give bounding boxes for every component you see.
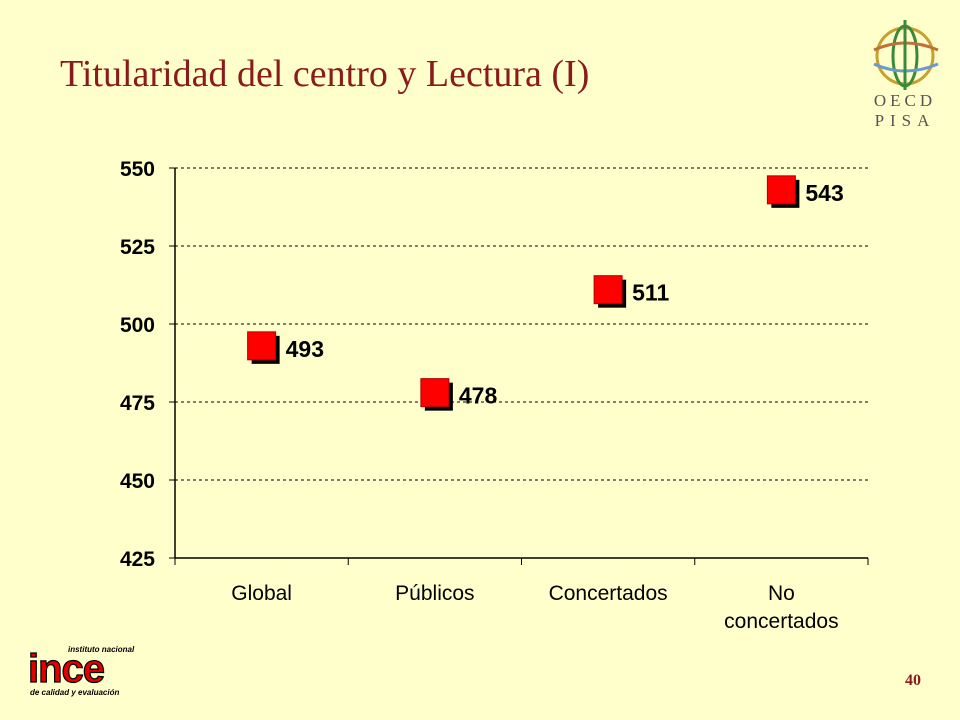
oecd-pisa-logo: OECD PISA <box>873 20 939 130</box>
data-point <box>247 331 277 361</box>
y-tick-label: 450 <box>120 470 155 493</box>
data-point <box>420 378 450 408</box>
x-tick-label: Global <box>231 582 292 605</box>
data-label: 493 <box>286 336 324 362</box>
slide-title: Titularidad del centro y Lectura (I) <box>60 53 590 95</box>
data-label: 478 <box>459 383 498 409</box>
page-number: 40 <box>905 672 921 689</box>
ince-logo: instituto nacional ince de calidad y eva… <box>28 645 135 697</box>
y-tick-label: 525 <box>120 236 155 259</box>
data-point <box>766 175 796 205</box>
y-tick-label: 425 <box>120 548 155 571</box>
gridlines <box>175 167 868 481</box>
oecd-text: OECD <box>874 91 936 110</box>
y-tick-label: 500 <box>120 314 155 337</box>
pisa-text: PISA <box>875 111 936 130</box>
x-tick-labels: Global Públicos Concertados No concertados <box>231 582 838 633</box>
x-tick-label: Públicos <box>395 582 474 605</box>
ince-bottom-text: de calidad y evaluación <box>30 688 119 697</box>
data-label: 543 <box>805 180 843 206</box>
y-tick-label: 475 <box>120 392 155 415</box>
data-point <box>593 275 623 305</box>
y-tick-label: 550 <box>120 158 155 181</box>
ince-top-text: instituto nacional <box>68 645 135 654</box>
data-label: 511 <box>632 280 669 306</box>
data-labels: 493 478 511 543 <box>286 180 844 409</box>
x-tick-label: concertados <box>724 610 838 633</box>
ince-main-text: ince <box>28 647 104 691</box>
data-points <box>247 175 800 411</box>
x-tick-label: No <box>768 582 795 605</box>
y-tick-labels: 425 450 475 500 525 550 <box>120 158 155 571</box>
globe-icon <box>873 20 939 90</box>
x-tick-label: Concertados <box>549 582 668 605</box>
axes <box>169 167 869 565</box>
